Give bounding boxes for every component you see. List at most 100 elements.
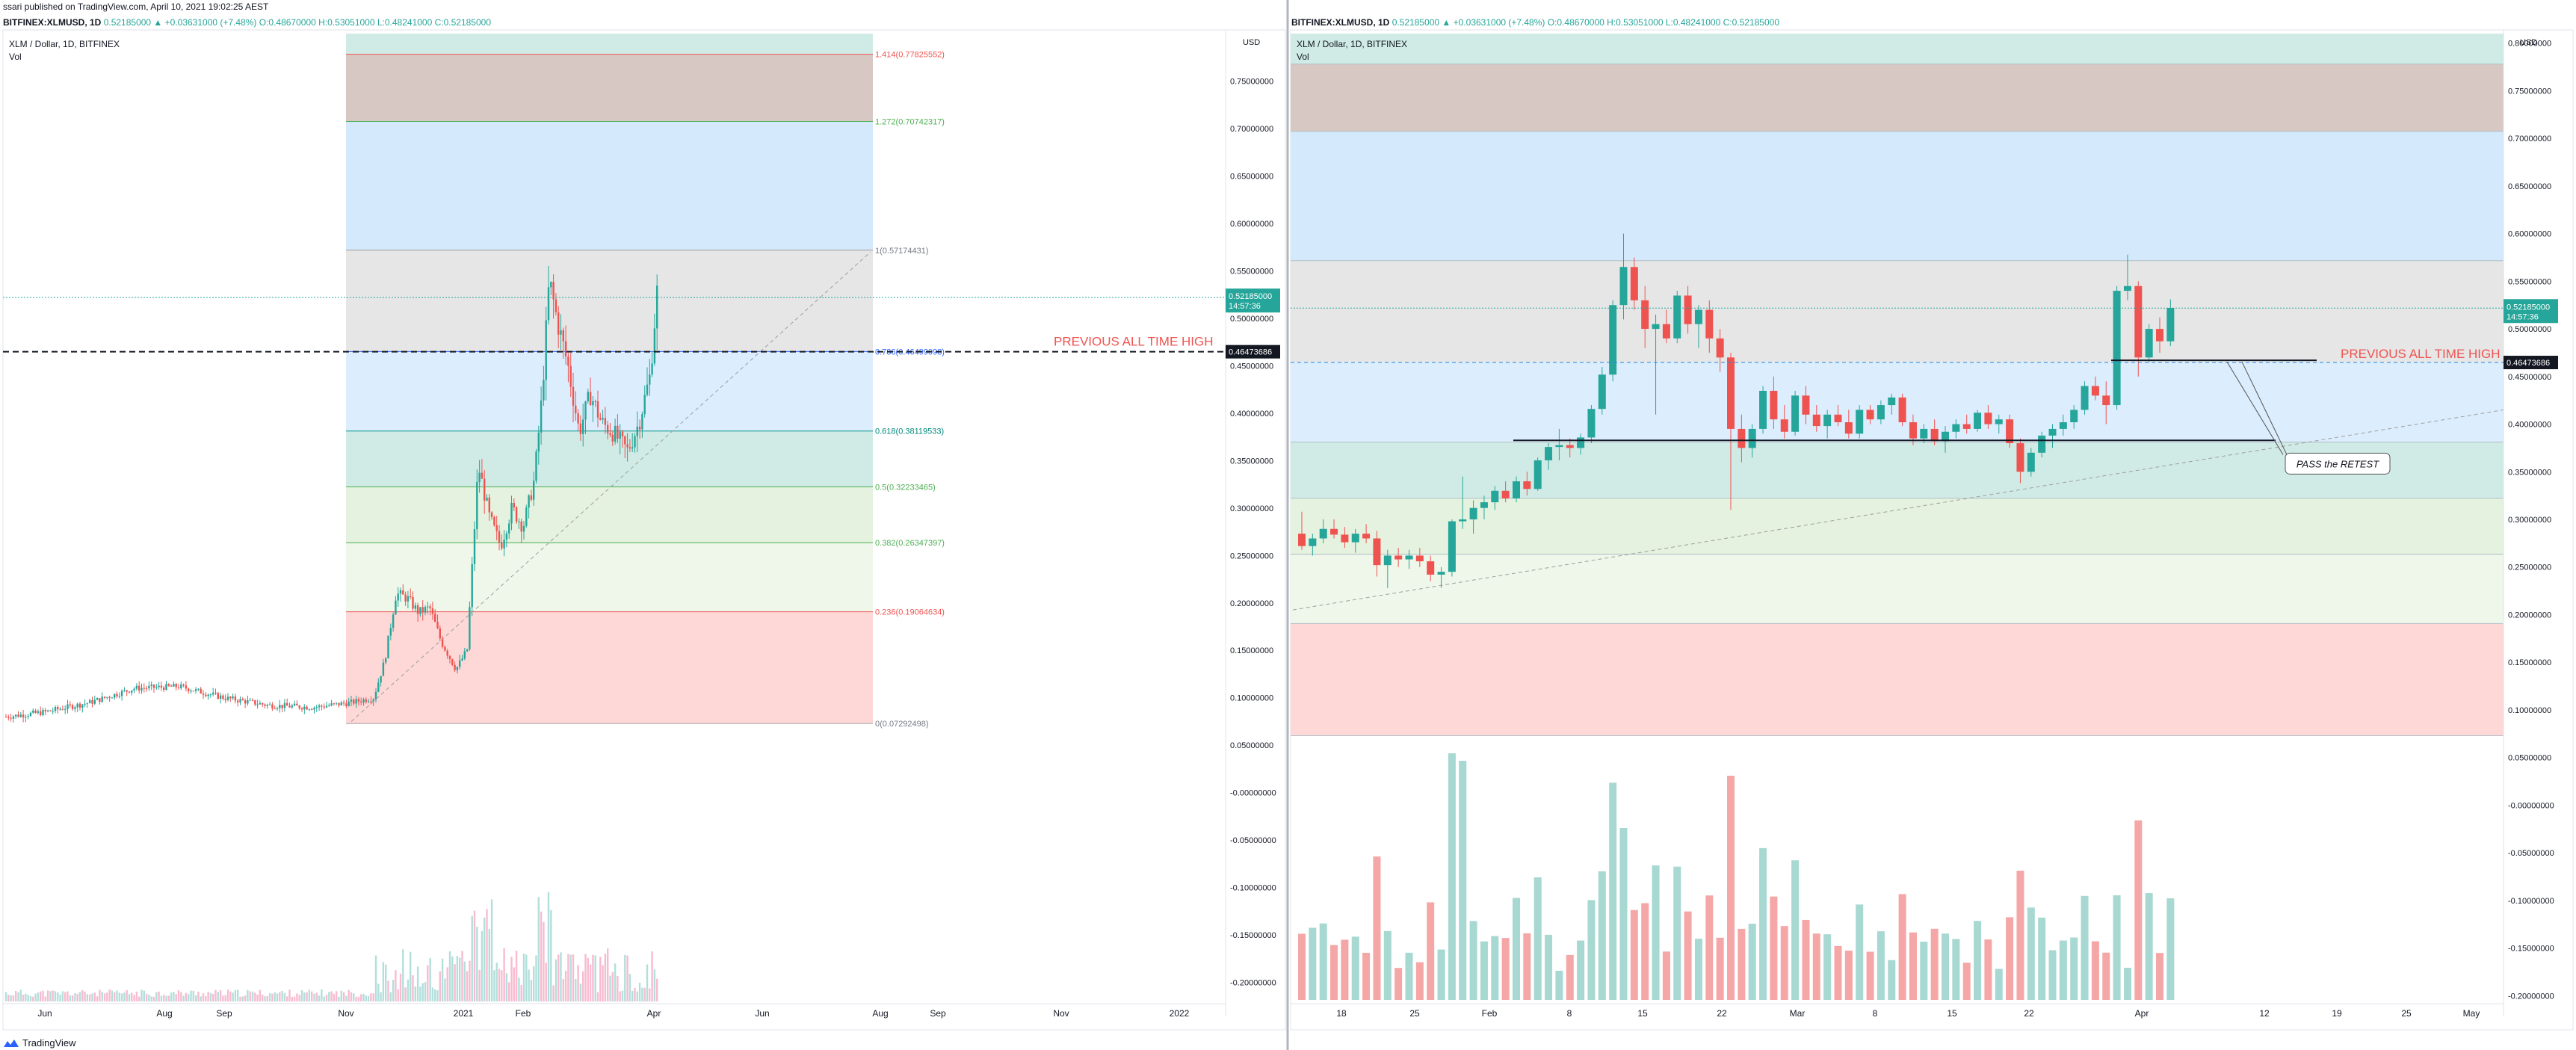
candle-body	[296, 703, 298, 705]
candle-body	[185, 685, 188, 689]
volume-bar	[78, 992, 81, 1001]
volume-bar	[1427, 902, 1435, 1000]
price-tick-label: 0.55000000	[2508, 277, 2551, 286]
fib-label: 0(0.07292498)	[875, 720, 929, 729]
volume-bar	[340, 990, 342, 1001]
volume-bar	[478, 969, 481, 1001]
candle-body	[501, 543, 503, 549]
candle-body	[315, 707, 318, 708]
volume-bar	[244, 995, 247, 1001]
volume-bar	[1888, 960, 1896, 1000]
candle-body	[128, 691, 131, 693]
volume-bar	[1748, 924, 1756, 1000]
candle-body	[589, 392, 592, 406]
volume-bar	[2027, 907, 2035, 1000]
last-price-badge	[2504, 299, 2558, 324]
currency-label: USD	[1243, 38, 1260, 47]
candle-body	[1974, 413, 1982, 429]
time-tick-label: 25	[1409, 1008, 1420, 1019]
candle-body	[478, 472, 481, 482]
candle-body	[167, 684, 170, 686]
price-tick-label: -0.05000000	[2508, 849, 2554, 858]
volume-bar	[74, 992, 76, 1001]
volume-bar	[572, 954, 575, 1001]
volume-bar	[59, 994, 61, 1001]
volume-bar	[323, 996, 325, 1001]
candle-body	[116, 694, 118, 697]
volume-bar	[473, 910, 476, 1001]
candle-body	[1383, 555, 1392, 566]
ath-badge	[2504, 356, 2558, 370]
volume-bar	[106, 992, 108, 1001]
volume-bar	[336, 991, 338, 1001]
candle-body	[602, 418, 604, 420]
volume-bar	[22, 995, 25, 1001]
right-vol-label: Vol	[1297, 52, 1309, 62]
candle-body	[131, 690, 133, 693]
time-tick-label: 8	[1873, 1008, 1878, 1019]
candle-body	[594, 401, 596, 402]
candle-body	[579, 423, 582, 434]
volume-bar	[185, 992, 188, 1001]
candle-body	[89, 700, 91, 703]
candle-body	[283, 702, 286, 708]
volume-bar	[374, 955, 377, 1001]
candle-body	[279, 705, 281, 708]
volume-bar	[1641, 903, 1649, 1000]
candle-body	[448, 655, 451, 660]
candle-body	[15, 714, 17, 717]
volume-bar	[114, 992, 116, 1001]
volume-bar	[188, 994, 190, 1001]
candle-body	[1523, 481, 1531, 490]
left-symbol[interactable]: BITFINEX:XLMUSD, 1D	[3, 17, 102, 28]
volume-bar	[333, 993, 336, 1001]
tradingview-logo-icon	[4, 1039, 19, 1047]
volume-bar	[410, 951, 412, 1001]
candle-body	[1942, 431, 1949, 442]
time-tick-label: Mar	[1790, 1008, 1806, 1019]
candle-body	[188, 688, 190, 691]
volume-bar	[446, 967, 448, 1001]
candle-body	[2134, 285, 2143, 358]
volume-bar	[4, 992, 7, 1001]
candle-body	[1330, 528, 1338, 535]
candle-body	[165, 684, 167, 691]
time-tick-label: Apr	[647, 1008, 661, 1019]
candle-body	[596, 401, 599, 418]
candle-body	[454, 664, 456, 670]
volume-bar	[498, 969, 501, 1001]
candle-body	[441, 638, 444, 647]
volume-bar	[2091, 941, 2099, 1000]
candle-body	[81, 704, 84, 708]
volume-bar	[631, 990, 634, 1001]
price-tick-label: -0.00000000	[1230, 789, 1276, 798]
volume-bar	[1394, 968, 1403, 1000]
left-title: XLM / Dollar, 1D, BITFINEX	[9, 39, 120, 49]
volume-bar	[463, 961, 466, 1001]
volume-bar	[348, 989, 350, 1001]
volume-bar	[564, 971, 567, 1001]
volume-bar	[192, 990, 194, 1001]
volume-bar	[439, 971, 441, 1001]
candle-body	[505, 533, 508, 540]
candle-body	[78, 703, 81, 708]
volume-bar	[602, 965, 604, 1001]
candle-body	[1770, 390, 1778, 420]
volume-bar	[1834, 945, 1842, 1000]
left-vol-label: Vol	[9, 52, 22, 62]
right-symbol[interactable]: BITFINEX:XLMUSD, 1D	[1291, 17, 1390, 28]
footer-brand: TradingView	[22, 1037, 76, 1049]
volume-bar	[2145, 893, 2153, 1000]
candle-body	[59, 708, 61, 710]
candle-body	[91, 700, 93, 704]
candle-body	[293, 703, 296, 706]
volume-bar	[288, 989, 291, 1001]
volume-bar	[165, 995, 167, 1001]
fib-zone	[1291, 131, 2504, 261]
volume-bar	[313, 993, 315, 1001]
candle-body	[1652, 324, 1660, 330]
volume-bar	[167, 995, 170, 1001]
candle-body	[540, 400, 543, 433]
